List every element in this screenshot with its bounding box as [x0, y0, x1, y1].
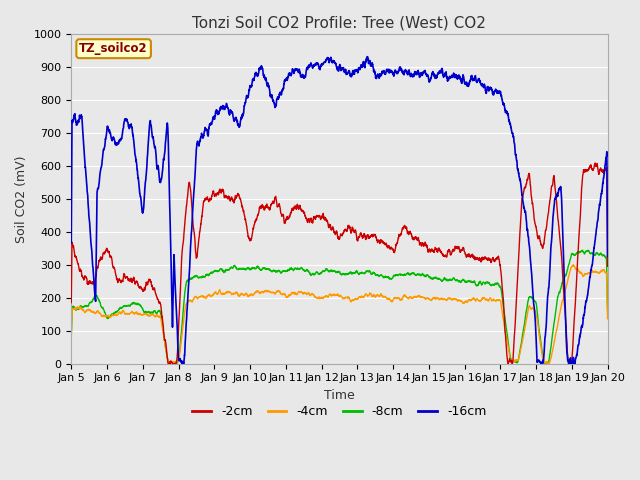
- Y-axis label: Soil CO2 (mV): Soil CO2 (mV): [15, 155, 28, 242]
- Title: Tonzi Soil CO2 Profile: Tree (West) CO2: Tonzi Soil CO2 Profile: Tree (West) CO2: [193, 15, 486, 30]
- X-axis label: Time: Time: [324, 389, 355, 402]
- Text: TZ_soilco2: TZ_soilco2: [79, 42, 148, 55]
- Legend: -2cm, -4cm, -8cm, -16cm: -2cm, -4cm, -8cm, -16cm: [188, 400, 492, 423]
